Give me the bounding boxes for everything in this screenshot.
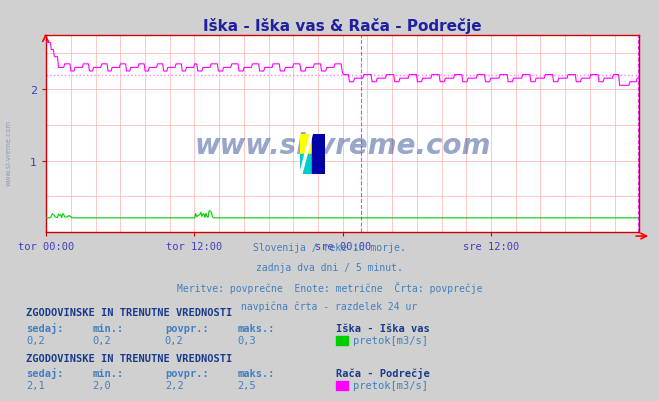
- Text: www.si-vreme.com: www.si-vreme.com: [194, 132, 491, 160]
- Text: 2,2: 2,2: [165, 380, 183, 390]
- Text: Meritve: povprečne  Enote: metrične  Črta: povprečje: Meritve: povprečne Enote: metrične Črta:…: [177, 281, 482, 293]
- Text: 2,5: 2,5: [237, 380, 256, 390]
- Text: ZGODOVINSKE IN TRENUTNE VREDNOSTI: ZGODOVINSKE IN TRENUTNE VREDNOSTI: [26, 353, 233, 363]
- Text: 0,3: 0,3: [237, 335, 256, 345]
- Text: 2,0: 2,0: [92, 380, 111, 390]
- Text: zadnja dva dni / 5 minut.: zadnja dva dni / 5 minut.: [256, 262, 403, 272]
- Text: povpr.:: povpr.:: [165, 323, 208, 333]
- Text: maks.:: maks.:: [237, 368, 275, 378]
- Bar: [312, 134, 325, 174]
- Text: min.:: min.:: [92, 323, 123, 333]
- Text: 0,2: 0,2: [92, 335, 111, 345]
- Text: pretok[m3/s]: pretok[m3/s]: [353, 380, 428, 390]
- Text: sedaj:: sedaj:: [26, 367, 64, 378]
- Text: sedaj:: sedaj:: [26, 322, 64, 333]
- Text: Iška - Iška vas: Iška - Iška vas: [336, 323, 430, 333]
- Title: Iška - Iška vas & Rača - Podrečje: Iška - Iška vas & Rača - Podrečje: [204, 18, 482, 34]
- Text: 2,1: 2,1: [26, 380, 45, 390]
- Text: www.si-vreme.com: www.si-vreme.com: [5, 119, 12, 185]
- Text: ZGODOVINSKE IN TRENUTNE VREDNOSTI: ZGODOVINSKE IN TRENUTNE VREDNOSTI: [26, 307, 233, 317]
- Text: pretok[m3/s]: pretok[m3/s]: [353, 335, 428, 345]
- Text: 0,2: 0,2: [26, 335, 45, 345]
- Text: min.:: min.:: [92, 368, 123, 378]
- Bar: [300, 154, 312, 174]
- Text: navpična črta - razdelek 24 ur: navpična črta - razdelek 24 ur: [241, 300, 418, 311]
- Text: povpr.:: povpr.:: [165, 368, 208, 378]
- Text: Slovenija / reke in morje.: Slovenija / reke in morje.: [253, 243, 406, 253]
- Bar: [300, 134, 312, 154]
- Text: Rača - Podrečje: Rača - Podrečje: [336, 367, 430, 378]
- Text: maks.:: maks.:: [237, 323, 275, 333]
- Text: 0,2: 0,2: [165, 335, 183, 345]
